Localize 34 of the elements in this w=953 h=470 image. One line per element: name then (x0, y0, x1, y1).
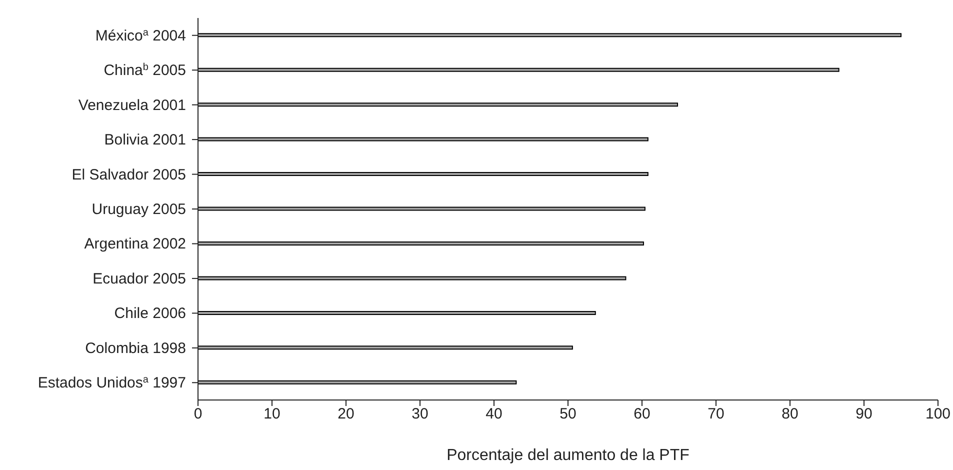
bar (198, 102, 678, 107)
bar (198, 33, 902, 38)
bar (198, 310, 596, 315)
y-tick-label: Estados Unidos$^{a}$ 1997 (38, 374, 186, 392)
x-tick-label: 60 (634, 406, 650, 423)
bar (198, 206, 646, 211)
y-tick-label: Argentina 2002 (84, 236, 186, 253)
y-tick-label: Colombia 1998 (85, 340, 186, 357)
bar (198, 346, 573, 350)
x-tick-label: 40 (486, 406, 502, 423)
x-tick-label: 80 (782, 406, 798, 423)
y-tick-label: Uruguay 2005 (92, 201, 186, 218)
x-tick-label: 100 (925, 406, 951, 423)
x-tick-label: 70 (708, 406, 724, 423)
bar (198, 276, 626, 280)
y-tick-label: Bolivia 2001 (104, 132, 186, 149)
y-tick-label: Ecuador 2005 (92, 270, 186, 288)
bar (198, 172, 648, 176)
y-tick-label: Venezuela 2001 (78, 96, 186, 114)
bar (198, 137, 648, 142)
y-tick-label: El Salvador 2005 (72, 166, 186, 184)
x-axis-title: Porcentaje del aumento de la PTF (446, 447, 690, 464)
x-tick-label: 20 (338, 406, 354, 423)
y-tick-label: Chile 2006 (114, 305, 186, 322)
bar (198, 380, 517, 384)
bar (198, 241, 644, 246)
y-tick-label: China$^{b}$ 2005 (104, 62, 186, 80)
bar (198, 68, 840, 72)
x-tick-label: 30 (412, 406, 428, 423)
x-tick-label: 0 (194, 406, 202, 423)
x-tick-label: 50 (560, 406, 576, 423)
x-tick-label: 90 (856, 406, 872, 423)
y-tick-label: México$^{a}$ 2004 (95, 26, 186, 44)
x-tick-label: 10 (264, 406, 280, 423)
